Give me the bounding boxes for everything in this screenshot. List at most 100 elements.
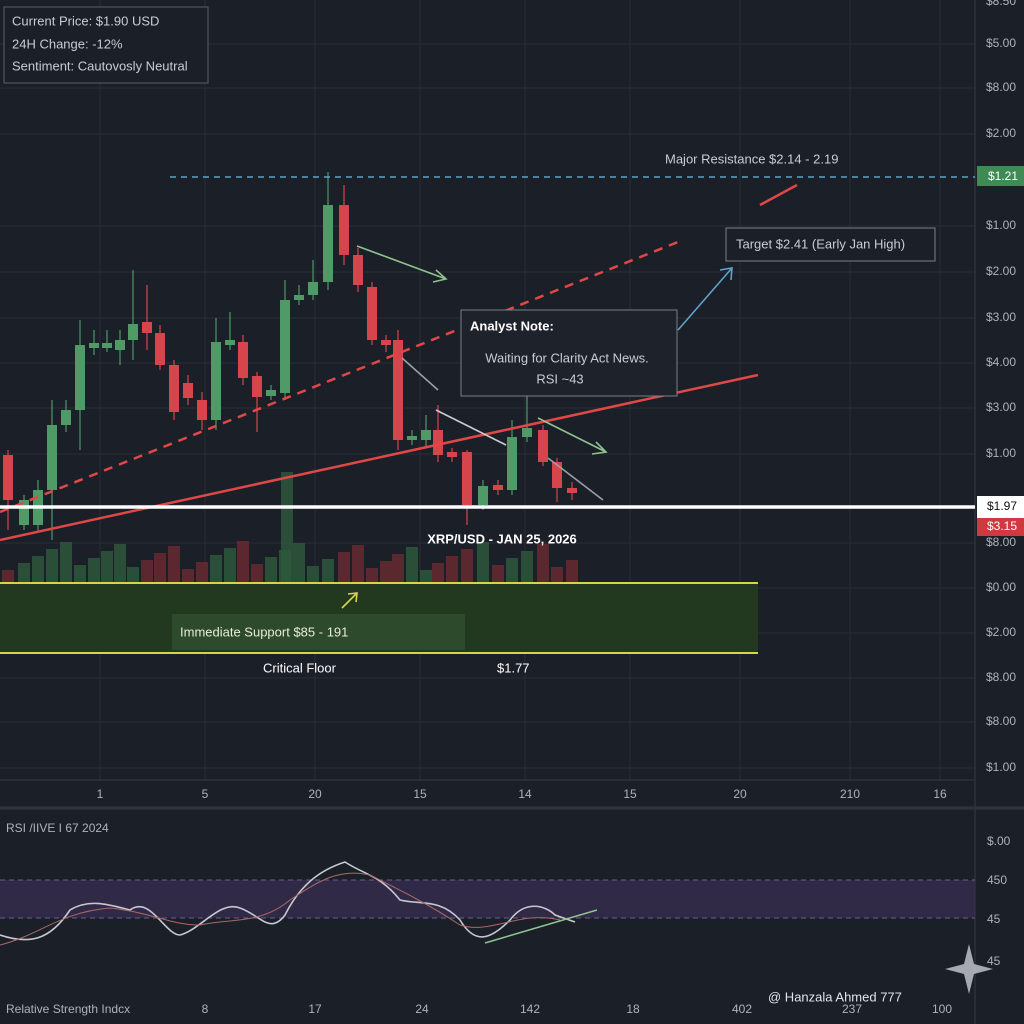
watermark: @ Hanzala Ahmed 777 <box>768 989 902 1004</box>
volume-bar <box>74 565 86 582</box>
price-tag-label: $3.15 <box>987 519 1017 533</box>
trend-line-dashed <box>0 240 679 514</box>
volume-bar <box>420 570 432 582</box>
floor-label: Critical Floor <box>263 660 337 675</box>
volume-bar <box>154 553 166 582</box>
price-axis-label: $1.00 <box>986 446 1016 460</box>
price-axis-label: $0.00 <box>986 580 1016 594</box>
arrow <box>356 245 448 283</box>
candle-body <box>308 282 318 295</box>
arrows <box>341 245 733 609</box>
rsi-x-label: 237 <box>842 1002 862 1016</box>
info-box <box>3 6 209 84</box>
candle-body <box>294 295 304 300</box>
candle-body <box>407 436 417 440</box>
candle-body <box>3 455 13 500</box>
rsi-axis-label: $.00 <box>987 834 1011 848</box>
x-axis-label: 15 <box>413 787 427 801</box>
candle-body <box>381 340 391 345</box>
price-axis-label: $2.00 <box>986 625 1016 639</box>
volume-bar <box>492 565 504 582</box>
price-axis-label: $2.00 <box>986 126 1016 140</box>
price-axis-label: $4.00 <box>986 355 1016 369</box>
candle-body <box>393 340 403 440</box>
x-axis-label: 20 <box>733 787 747 801</box>
candle-body <box>421 430 431 440</box>
candle-body <box>507 437 517 490</box>
candle-body <box>19 500 29 525</box>
x-axis-label: 15 <box>623 787 637 801</box>
candle-body <box>75 345 85 410</box>
price-axis-label: $3.00 <box>986 310 1016 324</box>
candle-body <box>183 383 193 398</box>
price-axis-label: $8.00 <box>986 535 1016 549</box>
support-label-bg <box>172 614 465 650</box>
volume-bar <box>251 564 263 582</box>
volume-bar <box>392 554 404 582</box>
sparkle-icon <box>945 944 993 994</box>
target-label: Target $2.41 (Early Jan High) <box>736 236 905 251</box>
volume-bar <box>114 544 126 582</box>
volume-bar <box>88 558 100 582</box>
x-axis-label: 1 <box>97 787 104 801</box>
candle-body <box>225 340 235 345</box>
volume-bar <box>537 544 549 582</box>
candle-body <box>323 205 333 282</box>
candle-body <box>252 376 262 397</box>
volume-bar <box>380 561 392 582</box>
price-axis: $8.50 $5.00 $8.00 $2.00 $1.00 $2.00 $3.00 $4.00… <box>986 0 1016 774</box>
price-axis-label: $5.00 <box>986 36 1016 50</box>
volume-bar <box>182 569 194 582</box>
price-axis-label: $8.00 <box>986 714 1016 728</box>
volume-bar <box>141 560 153 582</box>
price-axis-label: $8.00 <box>986 670 1016 684</box>
volume-bar <box>196 562 208 582</box>
candle-body <box>115 340 125 350</box>
info-sentiment: Sentiment: Cautovosly Neutral <box>12 58 188 73</box>
volume-bar <box>60 542 72 582</box>
price-tag <box>977 518 1024 536</box>
candle-body <box>266 390 276 396</box>
candle-body <box>142 322 152 333</box>
arrow <box>537 417 608 455</box>
price-tag <box>977 496 1024 518</box>
candle-body <box>211 342 221 420</box>
info-price: Current Price: $1.90 USD <box>12 13 159 28</box>
volume-bar <box>265 557 277 582</box>
candle-body <box>353 255 363 285</box>
volume-bar <box>237 541 249 582</box>
rsi-band <box>0 880 975 918</box>
rsi-x-label: 142 <box>520 1002 540 1016</box>
note-box <box>460 309 678 397</box>
candle-body <box>433 430 443 455</box>
candle-body <box>47 425 57 490</box>
candle-body <box>493 485 503 490</box>
volume-bar <box>432 563 444 582</box>
candle-body <box>155 333 165 365</box>
arrow <box>435 409 507 446</box>
volume-bar <box>2 570 14 582</box>
candle-body <box>128 324 138 340</box>
candle-body <box>478 486 488 505</box>
volume-bar <box>366 568 378 582</box>
x-axis-label: 20 <box>308 787 322 801</box>
candle-body <box>238 342 248 378</box>
note-title: Analyst Note: <box>470 318 554 333</box>
candle-body <box>280 300 290 393</box>
price-axis-label: $3.00 <box>986 400 1016 414</box>
divergence-line <box>484 909 598 944</box>
x-axis: 1 5 20 15 14 15 20 210 16 <box>97 787 947 801</box>
candle-body <box>552 462 562 488</box>
trend-line <box>759 183 798 207</box>
rsi-x-label: 100 <box>932 1002 952 1016</box>
volume-bar <box>46 549 58 582</box>
volume-bar <box>477 542 489 582</box>
volume-bar <box>521 551 533 582</box>
info-change: 24H Change: -12% <box>12 36 123 51</box>
volume-bar <box>307 566 319 582</box>
candle-body <box>447 452 457 457</box>
rsi-title: RSI /IIVE I 67 2024 <box>6 821 109 835</box>
volume-bar <box>224 548 236 582</box>
headline: XRP/USD - JAN 25, 2026 <box>427 531 577 546</box>
